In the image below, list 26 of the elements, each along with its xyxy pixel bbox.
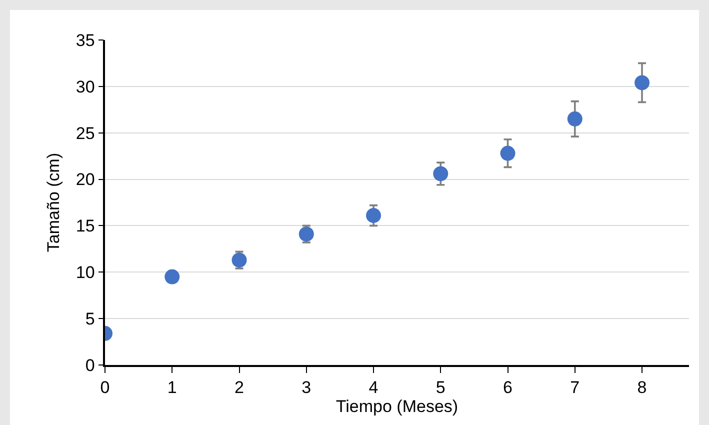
- x-tick-label: 7: [570, 378, 580, 398]
- x-tick-label: 8: [637, 378, 647, 398]
- y-tick-label: 0: [85, 356, 95, 375]
- x-tick-label: 1: [167, 378, 177, 398]
- y-tick-label: 25: [76, 124, 95, 143]
- x-tick-label: 0: [100, 378, 110, 398]
- x-tick-label: 6: [503, 378, 512, 398]
- y-tick-label: 35: [76, 30, 95, 50]
- x-tick-label: 2: [234, 378, 244, 398]
- y-tick-label: 10: [76, 263, 95, 282]
- y-axis-title: Tamaño (cm): [44, 152, 63, 252]
- y-tick-label: 30: [76, 77, 95, 96]
- y-tick-label: 5: [85, 310, 95, 329]
- x-tick-label: 5: [436, 378, 446, 398]
- point: [164, 269, 180, 284]
- point: [298, 226, 314, 242]
- x-tick-label: 3: [302, 378, 312, 398]
- point: [433, 166, 448, 182]
- point: [366, 208, 382, 223]
- point: [634, 75, 650, 90]
- y-tick-label: 15: [76, 216, 95, 236]
- x-axis-title: Tiempo (Meses): [336, 397, 458, 416]
- y-tick-label: 20: [76, 170, 95, 190]
- point: [500, 146, 516, 161]
- x-tick-label: 4: [368, 378, 378, 398]
- point: [567, 111, 582, 126]
